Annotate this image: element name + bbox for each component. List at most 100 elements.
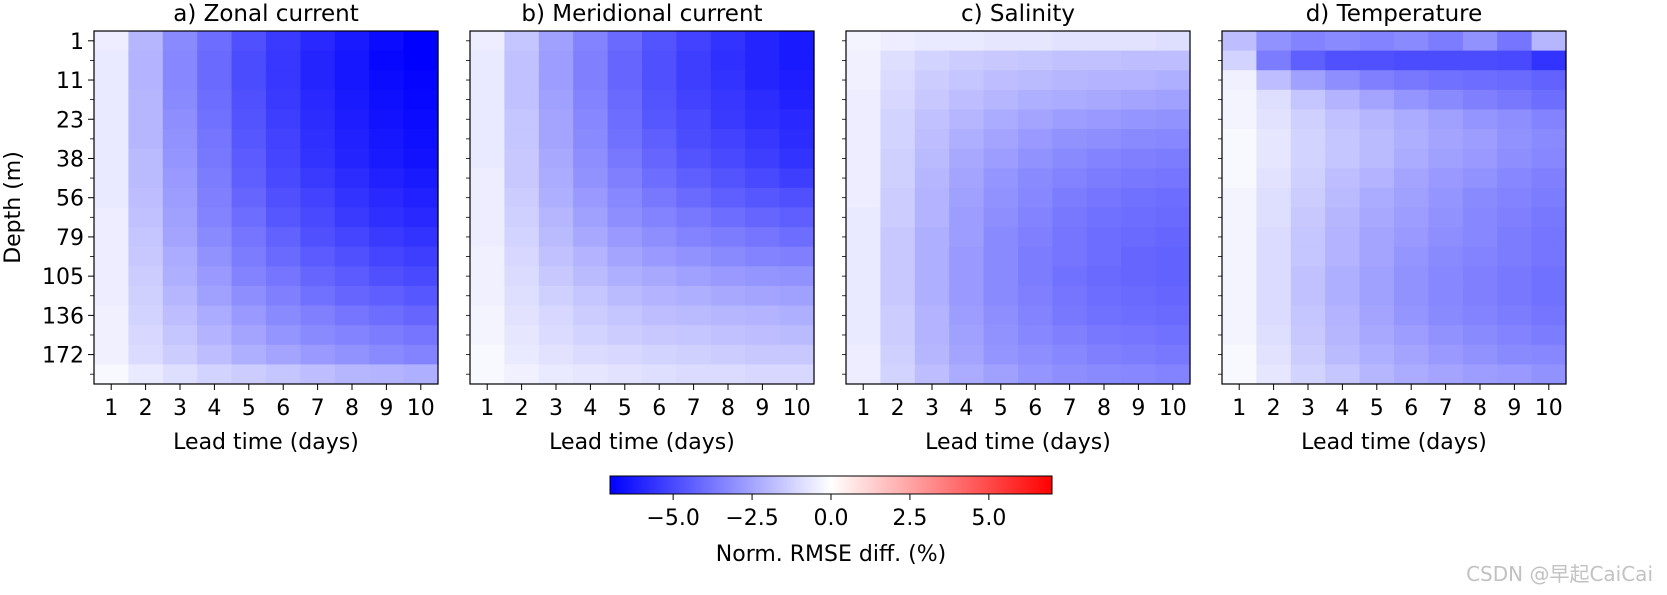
heatmap-cell xyxy=(266,109,301,130)
heatmap-cell xyxy=(779,266,815,287)
heatmap-cell xyxy=(470,305,505,326)
heatmap-cell xyxy=(1428,31,1464,52)
heatmap-cell xyxy=(779,364,815,385)
heatmap-cell xyxy=(1290,187,1326,209)
heatmap-cell xyxy=(162,325,198,346)
heatmap-cell xyxy=(745,187,781,209)
heatmap-cell xyxy=(642,285,677,307)
heatmap-cell xyxy=(197,168,233,189)
heatmap-cell xyxy=(642,89,677,111)
heatmap-cell xyxy=(1121,344,1157,365)
heatmap-cell xyxy=(676,207,712,228)
heatmap-cell xyxy=(369,89,405,111)
x-tick-label: 2 xyxy=(891,396,905,421)
heatmap-cell xyxy=(403,187,439,209)
heatmap-cell xyxy=(676,50,712,71)
x-tick-label: 9 xyxy=(379,396,393,421)
heatmap-cell xyxy=(300,89,336,111)
heatmap-cell xyxy=(642,148,677,169)
heatmap-cell xyxy=(1359,325,1395,346)
heatmap-cell xyxy=(1497,168,1533,189)
heatmap-cell xyxy=(266,246,301,267)
heatmap-cell xyxy=(1086,168,1122,189)
y-tick-label: 38 xyxy=(56,147,84,172)
heatmap-cell xyxy=(1155,168,1191,189)
heatmap-cell xyxy=(231,364,267,385)
heatmap-cell xyxy=(914,364,950,385)
heatmap-cell xyxy=(197,227,233,248)
heatmap-cell xyxy=(1121,129,1157,150)
heatmap-cell xyxy=(128,325,164,346)
heatmap-cell xyxy=(1155,129,1191,150)
heatmap-cell xyxy=(162,148,198,169)
heatmap-cell xyxy=(334,50,370,71)
heatmap-cell xyxy=(607,364,643,385)
heatmap-cell xyxy=(1325,325,1361,346)
heatmap-cell xyxy=(983,187,1019,209)
heatmap-cell xyxy=(1428,305,1464,326)
x-tick-label: 7 xyxy=(1439,396,1453,421)
heatmap-cell xyxy=(1290,285,1326,307)
heatmap-cell xyxy=(983,246,1019,267)
heatmap-cell xyxy=(779,325,815,346)
heatmap-cell xyxy=(949,305,985,326)
heatmap-cell xyxy=(1497,148,1533,169)
heatmap-cell xyxy=(1222,50,1257,71)
heatmap-cell xyxy=(300,109,336,130)
heatmap-cell xyxy=(197,89,233,111)
heatmap-cell xyxy=(128,227,164,248)
x-tick-label: 3 xyxy=(549,396,563,421)
heatmap-cell xyxy=(1052,266,1088,287)
heatmap-cell xyxy=(573,148,609,169)
heatmap-cell xyxy=(1256,246,1292,267)
heatmap-cell xyxy=(880,246,916,267)
heatmap-cell xyxy=(266,364,301,385)
heatmap-cell xyxy=(231,148,267,169)
heatmap-cell xyxy=(607,325,643,346)
heatmap-cell xyxy=(1155,89,1191,111)
heatmap-cell xyxy=(1497,129,1533,150)
heatmap-cell xyxy=(1086,129,1122,150)
heatmap-cell xyxy=(1290,168,1326,189)
heatmap-cell xyxy=(504,168,540,189)
heatmap-cell xyxy=(1359,285,1395,307)
heatmap-cell xyxy=(846,364,881,385)
heatmap-cell xyxy=(538,50,574,71)
heatmap-cell xyxy=(403,305,439,326)
heatmap-cell xyxy=(266,285,301,307)
heatmap-cells xyxy=(94,31,439,385)
heatmap-panel-3: c) Salinity 1 2 3 4 5 6 7 8 9 10 Lead time (days) xyxy=(842,1,1191,455)
heatmap-cell xyxy=(983,305,1019,326)
heatmap-cell xyxy=(1290,266,1326,287)
heatmap-cell xyxy=(1155,246,1191,267)
heatmap-cell xyxy=(1531,70,1567,91)
heatmap-cell xyxy=(676,148,712,169)
heatmap-cell xyxy=(1428,148,1464,169)
heatmap-cell xyxy=(949,227,985,248)
heatmap-cell xyxy=(94,207,129,228)
heatmap-cell xyxy=(710,246,746,267)
heatmap-cell xyxy=(470,109,505,130)
heatmap-cell xyxy=(538,109,574,130)
colorbar-tick-label: 0.0 xyxy=(814,506,849,531)
heatmap-cell xyxy=(231,89,267,111)
heatmap-cell xyxy=(94,285,129,307)
x-axis-label: Lead time (days) xyxy=(1301,430,1487,455)
heatmap-cell xyxy=(914,325,950,346)
heatmap-cell xyxy=(846,31,881,52)
heatmap-cell xyxy=(745,305,781,326)
heatmap-cell xyxy=(710,168,746,189)
heatmap-cell xyxy=(1359,129,1395,150)
colorbar-tick-label: −5.0 xyxy=(646,506,699,531)
heatmap-cell xyxy=(779,31,815,52)
heatmap-cell xyxy=(1531,325,1567,346)
heatmap-cell xyxy=(779,109,815,130)
heatmap-cell xyxy=(1018,50,1053,71)
heatmap-cell xyxy=(880,89,916,111)
heatmap-cell xyxy=(983,148,1019,169)
heatmap-cell xyxy=(983,70,1019,91)
heatmap-cell xyxy=(1121,148,1157,169)
heatmap-cell xyxy=(1222,89,1257,111)
heatmap-cell xyxy=(1121,50,1157,71)
heatmap-cell xyxy=(983,227,1019,248)
